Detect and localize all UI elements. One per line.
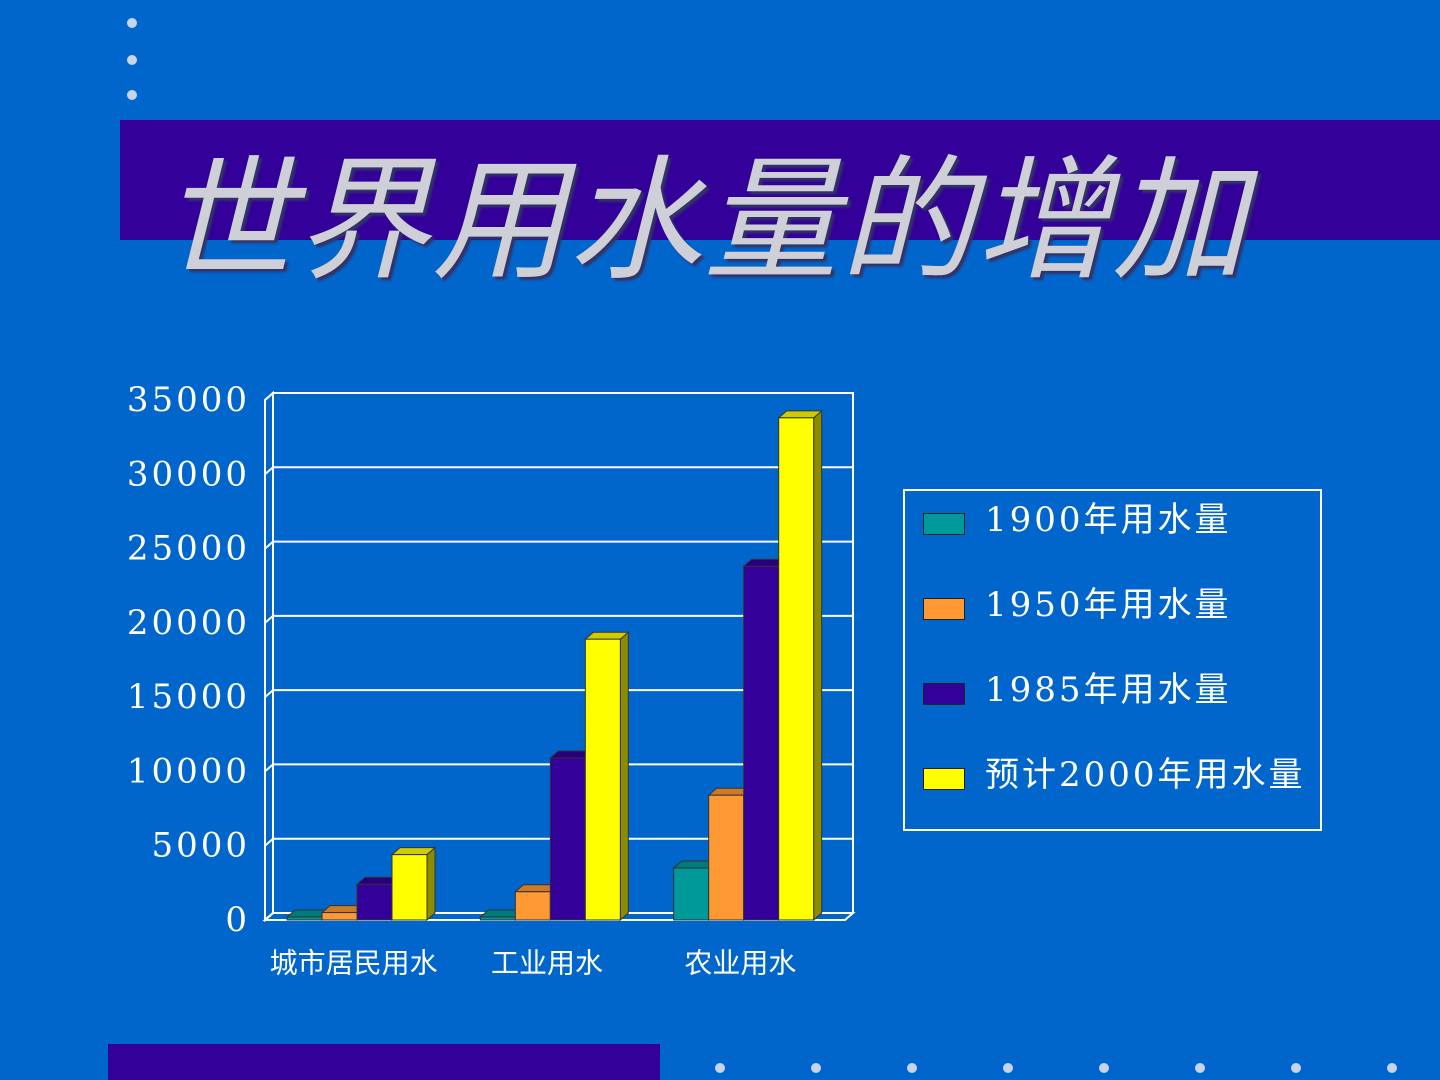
bar bbox=[479, 916, 516, 921]
bar bbox=[778, 417, 815, 921]
y-tick-label: 5000 bbox=[151, 826, 250, 866]
legend-swatch bbox=[923, 768, 965, 790]
bar bbox=[286, 916, 323, 921]
decor-dot bbox=[1291, 1063, 1301, 1073]
legend-label: 预计2000年用水量 bbox=[985, 755, 1306, 795]
y-tick-label: 35000 bbox=[127, 380, 250, 420]
legend-swatch bbox=[923, 513, 965, 535]
grid-line bbox=[264, 689, 274, 698]
y-tick-label: 15000 bbox=[127, 677, 250, 717]
chart-title: 世界用水量的增加 bbox=[160, 143, 1249, 299]
decor-dot bbox=[127, 90, 137, 100]
grid-line bbox=[264, 392, 274, 401]
bar-side bbox=[426, 846, 436, 922]
y-tick-label: 25000 bbox=[127, 529, 250, 569]
decor-dot bbox=[1099, 1063, 1109, 1073]
bar bbox=[356, 883, 393, 921]
legend-label: 1950年用水量 bbox=[985, 585, 1232, 625]
bar-top bbox=[777, 410, 823, 419]
grid-line bbox=[264, 540, 274, 550]
grid-line bbox=[264, 912, 274, 921]
legend: 1900年用水量 1950年用水量 1985年用水量预计2000年用水量 bbox=[903, 489, 1322, 831]
bar bbox=[549, 757, 586, 921]
y-tick-label: 30000 bbox=[127, 454, 250, 494]
decor-dot bbox=[1387, 1063, 1397, 1073]
decor-dot bbox=[1003, 1063, 1013, 1073]
decor-dot bbox=[127, 55, 137, 65]
grid-line bbox=[264, 615, 274, 624]
bar-side bbox=[813, 409, 823, 922]
decor-dot bbox=[715, 1063, 725, 1073]
bar bbox=[743, 565, 780, 921]
legend-swatch bbox=[923, 683, 965, 705]
y-tick-label: 10000 bbox=[127, 751, 250, 791]
decor-dot bbox=[127, 18, 137, 28]
y-tick-label: 0 bbox=[225, 900, 250, 940]
footer-band bbox=[108, 1044, 660, 1080]
y-tick-label: 20000 bbox=[127, 603, 250, 643]
x-tick-label: 农业用水 bbox=[684, 947, 796, 980]
decor-dot bbox=[811, 1063, 821, 1073]
bar-top bbox=[390, 847, 437, 856]
bar bbox=[514, 891, 551, 921]
title-band bbox=[120, 120, 1440, 240]
x-tick-label: 工业用水 bbox=[491, 947, 603, 980]
grid-line bbox=[264, 466, 274, 476]
bar bbox=[673, 867, 710, 921]
decor-dot bbox=[1195, 1063, 1205, 1073]
legend-label: 1985年用水量 bbox=[985, 670, 1232, 710]
bar bbox=[321, 912, 358, 921]
grid-line bbox=[264, 837, 274, 847]
legend-label: 1900年用水量 bbox=[985, 500, 1232, 540]
bar bbox=[584, 638, 621, 921]
bar-top bbox=[584, 631, 630, 640]
bar bbox=[708, 794, 745, 921]
bar bbox=[391, 854, 428, 921]
bar-side bbox=[619, 631, 629, 922]
grid-line bbox=[264, 763, 274, 773]
x-tick-label: 城市居民用水 bbox=[270, 947, 438, 980]
decor-dot bbox=[907, 1063, 917, 1073]
legend-swatch bbox=[923, 598, 965, 620]
